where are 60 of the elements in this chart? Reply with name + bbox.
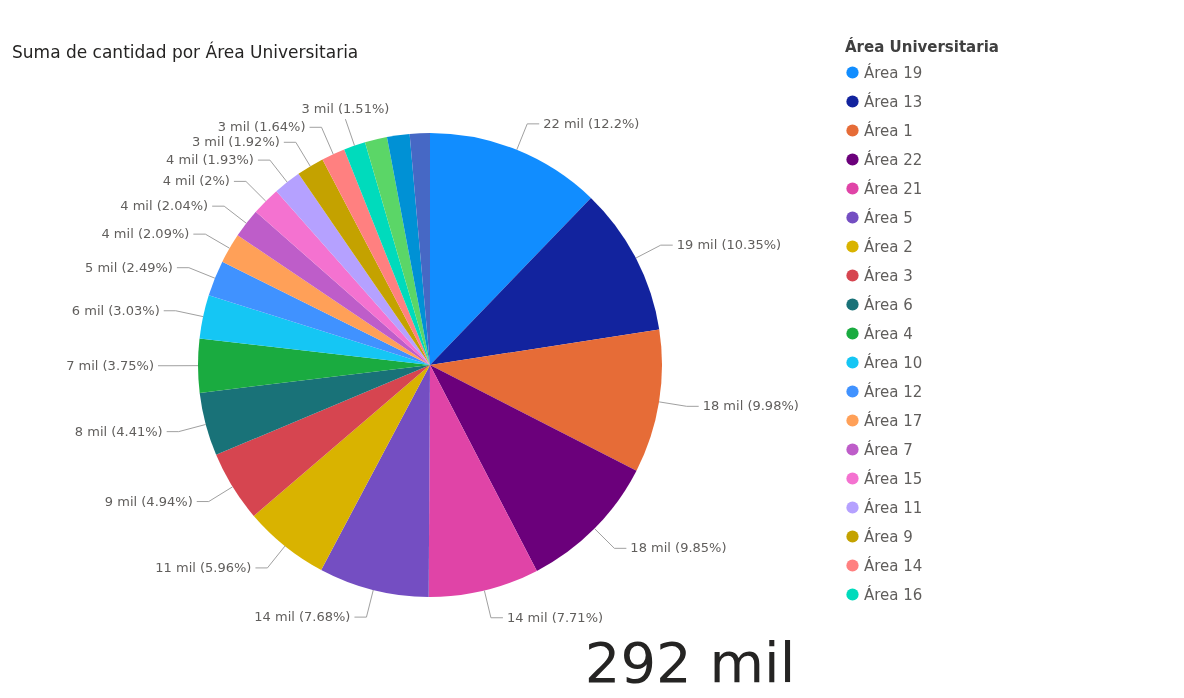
legend-label: Área 21 [864, 178, 923, 198]
pie-slice [222, 235, 430, 365]
legend-label: Área 12 [864, 381, 923, 401]
data-label: 4 mil (2.09%) [101, 226, 190, 242]
legend-label: Área 7 [864, 439, 913, 459]
pie-slice [430, 329, 662, 471]
pie-slice [430, 197, 660, 365]
pie-slice [298, 159, 430, 365]
legend-label: Área 19 [864, 62, 923, 82]
data-label: 7 mil (3.75%) [66, 357, 154, 373]
legend-label: Área 4 [864, 323, 913, 343]
pie-slice [199, 365, 430, 455]
pie-slice [253, 365, 430, 570]
legend-label: Área 5 [864, 207, 913, 227]
pie-slice [237, 211, 430, 365]
pie-slice [199, 295, 430, 365]
pie-slice [255, 191, 430, 365]
legend-label: Área 16 [864, 584, 923, 604]
data-label: 3 mil (1.64%) [217, 119, 306, 135]
data-label: 4 mil (1.93%) [166, 152, 254, 168]
data-label: 6 mil (3.03%) [71, 302, 160, 318]
pie-slice [430, 133, 591, 365]
legend-label: Área 2 [864, 236, 913, 256]
pie-slice [428, 365, 537, 597]
chart-title: Suma de cantidad por Área Universitaria [12, 41, 359, 62]
data-label: 19 mil (10.35%) [676, 237, 782, 253]
data-label: 14 mil (7.71%) [506, 609, 604, 625]
legend-label: Área 13 [864, 91, 923, 111]
legend-label: Área 17 [864, 410, 923, 430]
data-label: 5 mil (2.49%) [85, 259, 173, 275]
legend-label: Área 10 [864, 352, 923, 372]
data-label: 14 mil (7.68%) [254, 609, 351, 625]
data-label: 18 mil (9.98%) [702, 398, 799, 414]
data-label: 4 mil (2%) [162, 173, 230, 189]
data-label: 22 mil (12.2%) [543, 115, 640, 131]
data-label: 9 mil (4.94%) [104, 493, 193, 509]
legend-label: Área 22 [864, 149, 923, 169]
data-label: 3 mil (1.92%) [191, 134, 280, 150]
data-label: 18 mil (9.85%) [630, 540, 727, 556]
pie-slice [322, 149, 430, 365]
pie-slice [386, 133, 430, 365]
legend-label: Área 15 [864, 468, 923, 488]
pie-slice [364, 137, 430, 365]
pie-slice [344, 142, 430, 365]
legend-label: Área 14 [864, 555, 923, 575]
data-label: 3 mil (1.51%) [301, 101, 390, 117]
data-label: 11 mil (5.96%) [155, 559, 252, 575]
pie-slice [208, 261, 430, 365]
pie-slice [321, 365, 430, 597]
pie-slice [216, 365, 430, 516]
legend-label: Área 3 [864, 265, 913, 285]
pie-slice [276, 173, 430, 365]
data-label: 4 mil (2.04%) [120, 198, 209, 214]
legend-label: Área 1 [864, 120, 913, 140]
legend-label: Área 9 [864, 526, 913, 546]
legend-label: Área 6 [864, 294, 913, 314]
text: 292 mil [584, 630, 796, 695]
legend-title: Área Universitaria [845, 37, 999, 56]
legend-label: Área 11 [864, 497, 923, 517]
data-label: 8 mil (4.41%) [74, 423, 163, 439]
